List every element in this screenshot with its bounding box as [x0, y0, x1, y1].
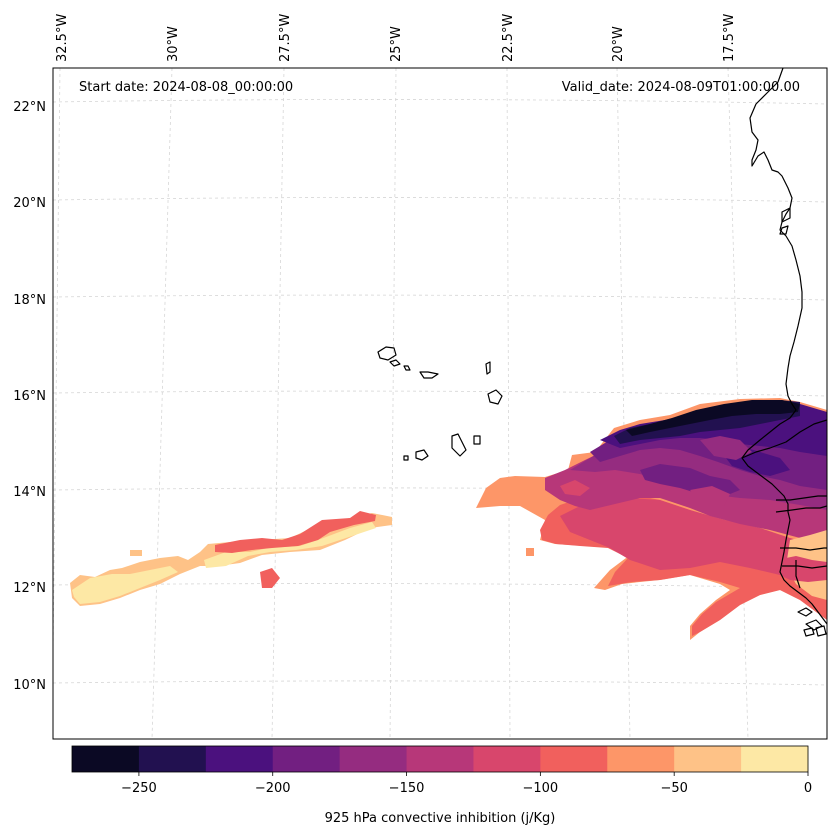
coastlines: [377, 68, 827, 637]
coastline-west-africa: [741, 68, 827, 625]
meridian-22-5w: [506, 68, 511, 739]
colorbar-swatch: [406, 746, 474, 772]
island-cape-verde-santa-luzia: [403, 365, 411, 371]
meridian-20w: [616, 68, 631, 739]
island-cape-verde-sal: [485, 361, 491, 375]
longitude-labels: 32.5°W 30°W 27.5°W 25°W 22.5°W 20°W 17.5…: [55, 14, 737, 62]
colorbar-swatch: [540, 746, 608, 772]
cin-fill-west-dot: [130, 550, 142, 556]
lon-label-25w: 25°W: [389, 26, 404, 62]
meridian-30w: [151, 68, 173, 739]
meridian-27-5w: [271, 68, 285, 739]
parallel-16n: [53, 390, 827, 397]
cin-fill-east-dot: [526, 548, 534, 556]
lat-label-16n: 16°N: [13, 389, 46, 404]
cin-fill-east-swirl-5: [560, 480, 590, 496]
lat-label-10n: 10°N: [13, 678, 46, 693]
lon-label-27-5w: 27.5°W: [278, 14, 293, 62]
cin-fill-east-swirl-3: [700, 436, 752, 460]
border-inland: [795, 560, 801, 589]
island-cape-verde-maio: [473, 435, 481, 445]
cin-fill-west-pale-2: [204, 522, 376, 568]
island-cape-verde-sao-vicente: [389, 359, 401, 367]
island-cape-verde-fogo: [415, 449, 429, 461]
meridian-17-5w: [727, 68, 749, 739]
colorbar-swatch: [72, 746, 140, 772]
lat-label-20n: 20°N: [13, 196, 46, 211]
cin-fill-east-black: [626, 400, 800, 436]
lon-label-30w: 30°W: [166, 26, 181, 62]
start-date-label: Start date: 2024-08-08_00:00:00: [79, 80, 293, 95]
cin-fill-west-patch: [260, 568, 280, 588]
lon-label-20w: 20°W: [611, 26, 626, 62]
border-guinea-bissau: [780, 547, 827, 551]
island-cape-verde-santo-antao: [377, 346, 397, 361]
lon-label-32-5w: 32.5°W: [55, 14, 70, 62]
parallel-12n: [53, 583, 827, 589]
map-frame: [52, 67, 828, 740]
lat-label-22n: 22°N: [13, 100, 46, 115]
cin-contours-east: [476, 398, 827, 640]
colorbar-tick-label: −250: [121, 781, 157, 796]
border-senegal-mauritania: [741, 419, 827, 459]
island-arguin-2: [779, 225, 789, 235]
island-cape-verde-brava: [403, 455, 409, 461]
cin-contours-west: [70, 511, 392, 606]
island-cape-verde-santiago: [451, 433, 467, 457]
map-panel: [52, 67, 828, 740]
parallel-20n: [53, 197, 827, 203]
cin-fill-east-coastal-rose: [776, 556, 827, 582]
parallel-22n: [53, 99, 827, 105]
colorbar-tick-label: 0: [804, 781, 812, 796]
cin-fill-west-pale: [72, 566, 178, 604]
latitude-labels: 22°N 20°N 18°N 16°N 14°N 12°N 10°N: [13, 100, 46, 693]
island-bijagos-1: [797, 607, 813, 617]
parallel-18n: [53, 294, 827, 301]
colorbar-swatch: [473, 746, 541, 772]
colorbar-swatch: [339, 746, 408, 772]
border-gambia-north: [776, 495, 827, 501]
colorbar-tick-label: −200: [255, 781, 291, 796]
lat-label-14n: 14°N: [13, 485, 46, 500]
island-arguin: [781, 207, 791, 223]
island-cape-verde-boa-vista: [487, 389, 503, 405]
lat-label-18n: 18°N: [13, 293, 46, 308]
colorbar-swatch: [138, 746, 207, 772]
colorbar-swatch: [205, 746, 274, 772]
colorbar-frame: [71, 745, 809, 773]
border-guinea: [782, 565, 827, 569]
colorbar-ticks: −250 −200 −150 −100 −50 0: [121, 772, 812, 796]
cin-fill-east-rose: [560, 498, 827, 590]
colorbar-tick-label: −150: [389, 781, 425, 796]
island-bijagos-3: [803, 627, 815, 637]
cin-fill-east-swirl-4: [690, 486, 730, 506]
colorbar-swatch: [607, 746, 675, 772]
colorbar: −250 −200 −150 −100 −50 0 925 hPa convective …: [71, 745, 812, 826]
colorbar-tick-label: −50: [660, 781, 687, 796]
border-gambia-south: [775, 505, 827, 513]
valid-date-label: Valid_date: 2024-08-09T01:00:00.00: [562, 80, 800, 95]
colorbar-tick-label: −100: [523, 781, 559, 796]
parallel-14n: [53, 487, 827, 493]
parallel-10n: [53, 680, 827, 686]
colorbar-swatch: [272, 746, 341, 772]
colorbar-swatches: [72, 746, 809, 772]
lon-label-17-5w: 17.5°W: [722, 14, 737, 62]
colorbar-swatch: [741, 746, 809, 772]
cin-fill-west-salmon: [215, 511, 376, 553]
colorbar-label: 925 hPa convective inhibition (j/Kg): [325, 811, 556, 826]
island-cape-verde-sao-nicolau: [419, 371, 439, 379]
lon-label-22-5w: 22.5°W: [501, 14, 516, 62]
meridian-25w: [389, 68, 397, 739]
island-bijagos-4: [815, 625, 827, 637]
lat-label-12n: 12°N: [13, 581, 46, 596]
colorbar-swatch: [674, 746, 742, 772]
